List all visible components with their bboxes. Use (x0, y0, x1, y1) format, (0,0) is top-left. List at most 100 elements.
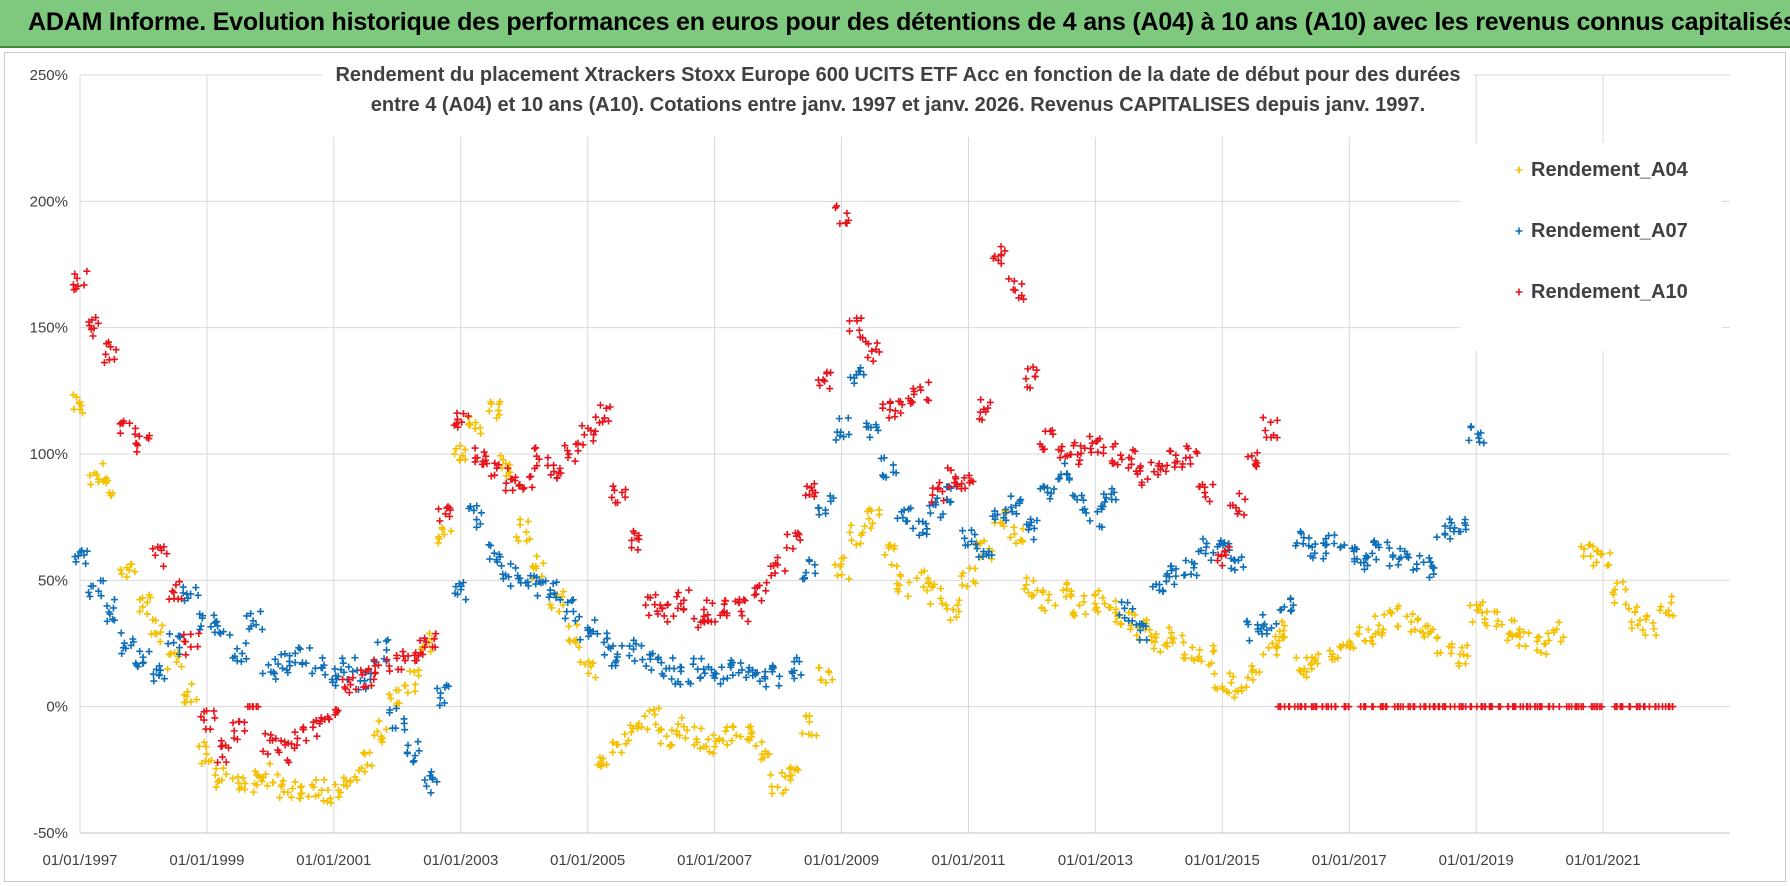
point-Rendement_A07 (717, 680, 725, 688)
point-Rendement_A10 (1077, 449, 1085, 457)
point-Rendement_A07 (183, 590, 191, 598)
point-Rendement_A07 (1353, 545, 1361, 553)
point-Rendement_A10 (281, 738, 289, 746)
point-Rendement_A07 (923, 530, 931, 538)
legend-label: Rendement_A04 (1531, 159, 1689, 181)
point-Rendement_A07 (1108, 485, 1116, 493)
point-Rendement_A04 (198, 759, 206, 767)
point-Rendement_A10 (493, 464, 501, 472)
point-Rendement_A10 (821, 377, 829, 385)
point-Rendement_A10 (853, 314, 861, 322)
point-Rendement_A04 (1019, 525, 1027, 533)
point-Rendement_A10 (516, 481, 524, 489)
point-Rendement_A04 (1557, 638, 1565, 646)
point-Rendement_A10 (738, 612, 746, 620)
point-Rendement_A10 (610, 486, 618, 494)
point-Rendement_A04 (351, 773, 359, 781)
point-Rendement_A07 (1245, 637, 1253, 645)
point-Rendement_A10 (325, 715, 333, 723)
point-Rendement_A04 (758, 738, 766, 746)
point-Rendement_A07 (697, 655, 705, 663)
point-Rendement_A10 (202, 725, 210, 733)
point-Rendement_A04 (1550, 629, 1558, 637)
point-Rendement_A07 (1172, 565, 1180, 573)
point-Rendement_A07 (742, 673, 750, 681)
point-Rendement_A04 (1234, 687, 1242, 695)
point-Rendement_A04 (1589, 542, 1597, 550)
point-Rendement_A10 (916, 383, 924, 391)
point-Rendement_A07 (470, 506, 478, 514)
point-Rendement_A07 (1254, 621, 1262, 629)
point-Rendement_A04 (368, 762, 376, 770)
point-Rendement_A07 (696, 674, 704, 682)
x-tick-label: 01/01/2017 (1312, 852, 1387, 869)
point-Rendement_A04 (1483, 608, 1491, 616)
point-Rendement_A10 (826, 385, 834, 393)
point-Rendement_A04 (439, 525, 447, 533)
point-Rendement_A04 (1167, 629, 1175, 637)
point-Rendement_A07 (129, 638, 137, 646)
point-Rendement_A04 (234, 773, 242, 781)
point-Rendement_A07 (1409, 566, 1417, 574)
point-Rendement_A10 (564, 454, 572, 462)
point-Rendement_A07 (1239, 563, 1247, 571)
point-Rendement_A10 (1244, 453, 1252, 461)
point-Rendement_A07 (1016, 499, 1024, 507)
point-Rendement_A10 (116, 429, 124, 437)
point-Rendement_A10 (1273, 416, 1281, 424)
point-Rendement_A10 (441, 510, 449, 518)
point-Rendement_A04 (278, 781, 286, 789)
point-Rendement_A10 (614, 499, 622, 507)
point-Rendement_A07 (133, 661, 141, 669)
point-Rendement_A10 (443, 504, 451, 512)
point-Rendement_A04 (335, 793, 343, 801)
point-Rendement_A10 (163, 550, 171, 558)
point-Rendement_A04 (516, 521, 524, 529)
point-Rendement_A07 (477, 509, 485, 517)
point-Rendement_A07 (291, 659, 299, 667)
point-Rendement_A07 (386, 709, 394, 717)
point-Rendement_A10 (690, 615, 698, 623)
point-Rendement_A04 (555, 608, 563, 616)
point-Rendement_A10 (833, 202, 841, 210)
point-Rendement_A10 (187, 643, 195, 651)
point-Rendement_A07 (1191, 560, 1199, 568)
point-Rendement_A10 (609, 482, 617, 490)
point-Rendement_A07 (880, 454, 888, 462)
point-Rendement_A04 (1063, 580, 1071, 588)
point-Rendement_A04 (667, 741, 675, 749)
point-Rendement_A07 (797, 671, 805, 679)
point-Rendement_A10 (1369, 703, 1377, 711)
point-Rendement_A07 (1477, 429, 1485, 437)
point-Rendement_A10 (103, 340, 111, 348)
point-Rendement_A07 (345, 663, 353, 671)
point-Rendement_A07 (110, 596, 118, 604)
point-Rendement_A10 (404, 652, 412, 660)
point-Rendement_A07 (637, 642, 645, 650)
point-Rendement_A10 (453, 415, 461, 423)
point-Rendement_A04 (279, 777, 287, 785)
point-Rendement_A10 (210, 707, 218, 715)
point-Rendement_A04 (126, 560, 134, 568)
point-Rendement_A10 (1459, 703, 1467, 711)
point-Rendement_A07 (95, 587, 103, 595)
point-Rendement_A04 (747, 723, 755, 731)
point-Rendement_A10 (618, 488, 626, 496)
point-Rendement_A07 (152, 665, 160, 673)
point-Rendement_A07 (382, 637, 390, 645)
point-Rendement_A10 (891, 407, 899, 415)
point-Rendement_A10 (1322, 703, 1330, 711)
point-Rendement_A07 (658, 670, 666, 678)
point-Rendement_A10 (947, 466, 955, 474)
point-Rendement_A07 (553, 578, 561, 586)
point-Rendement_A10 (471, 454, 479, 462)
point-Rendement_A04 (214, 778, 222, 786)
point-Rendement_A04 (173, 658, 181, 666)
point-Rendement_A04 (1023, 574, 1031, 582)
y-tick-label: 200% (30, 193, 68, 210)
point-Rendement_A07 (109, 604, 117, 612)
point-Rendement_A04 (1611, 599, 1619, 607)
point-Rendement_A07 (795, 658, 803, 666)
point-Rendement_A04 (1091, 600, 1099, 608)
point-Rendement_A07 (991, 515, 999, 523)
